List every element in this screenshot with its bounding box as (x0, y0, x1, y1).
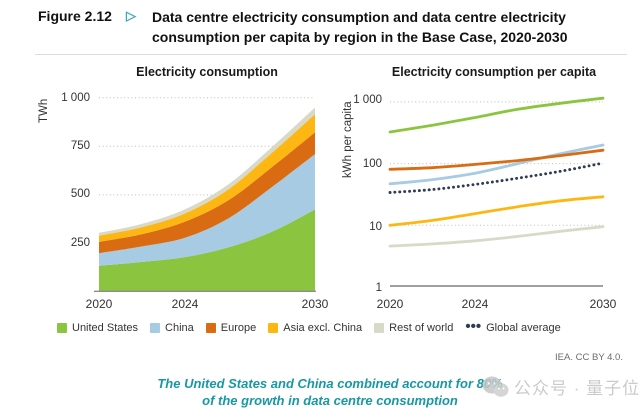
right-ytick-1: 1 (375, 282, 382, 294)
legend: United States China Europe Asia excl. Ch… (57, 318, 561, 335)
figure-caption: The United States and China combined acc… (20, 375, 640, 409)
right-ytick-10: 10 (369, 221, 382, 233)
right-ytick-1000: 1 000 (353, 94, 382, 106)
legend-item-asia-excl-china: Asia excl. China (268, 322, 362, 334)
legend-label: Europe (220, 322, 257, 334)
legend-label: Global average (486, 322, 561, 334)
legend-item-rest-of-world: Rest of world (374, 322, 453, 334)
electricity-consumption-stacked-area-chart (94, 97, 316, 293)
right-xtick-2030: 2030 (589, 297, 617, 311)
united-states-swatch-icon (57, 323, 67, 333)
figure-number: Figure 2.12 (38, 8, 112, 24)
legend-label: Asia excl. China (283, 322, 363, 334)
legend-item-united-states: United States (57, 322, 138, 334)
figure-title: Data centre electricity consumption and … (152, 7, 627, 47)
right-ytick-100: 100 (362, 158, 382, 170)
left-xtick-2024: 2024 (171, 297, 199, 311)
legend-item-china: China (150, 322, 194, 334)
left-ytick-1000: 1 000 (61, 92, 90, 104)
left-xtick-2030: 2030 (301, 297, 329, 311)
figure-marker-icon: ▷ (126, 8, 136, 23)
left-ytick-250: 250 (70, 237, 90, 249)
right-xtick-2020: 2020 (376, 297, 404, 311)
caption-line1: The United States and China combined acc… (157, 376, 503, 391)
figure-title-line2: consumption per capita by region in the … (152, 29, 568, 45)
legend-item-europe: Europe (205, 322, 257, 334)
header-divider (35, 54, 627, 55)
caption-line2: of the growth in data centre consumption (202, 393, 458, 408)
europe-swatch-icon (205, 323, 216, 333)
electricity-per-capita-line-chart (388, 96, 605, 287)
legend-label: Rest of world (389, 322, 454, 334)
left-xtick-2020: 2020 (85, 297, 113, 311)
left-chart-title: Electricity consumption (136, 65, 278, 79)
asia-excl-china-swatch-icon (268, 323, 279, 333)
figure-title-line1: Data centre electricity consumption and … (152, 9, 566, 25)
legend-label: China (165, 322, 194, 334)
right-chart-title: Electricity consumption per capita (391, 65, 597, 79)
global-average-dots-icon: ••• (465, 318, 482, 335)
left-ytick-750: 750 (70, 140, 90, 152)
left-ytick-500: 500 (70, 188, 90, 200)
china-swatch-icon (150, 323, 161, 333)
legend-item-global-average: ••• Global average (465, 318, 561, 335)
right-xtick-2024: 2024 (461, 297, 489, 311)
iea-license-credit: IEA. CC BY 4.0. (555, 352, 623, 363)
rest-of-world-swatch-icon (374, 323, 385, 333)
legend-label: United States (72, 322, 139, 334)
